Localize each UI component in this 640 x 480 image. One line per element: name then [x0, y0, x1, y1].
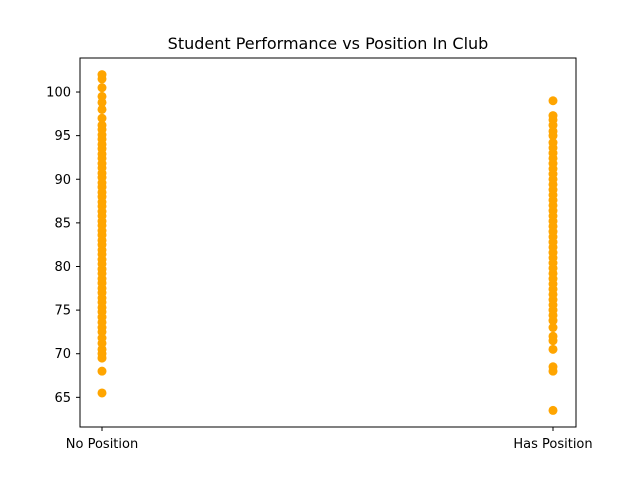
- scatter-point: [548, 323, 558, 333]
- scatter-point: [548, 405, 558, 415]
- y-tick-label: 90: [54, 173, 71, 188]
- points-layer: [97, 70, 558, 415]
- scatter-point: [548, 331, 558, 341]
- x-tick-label: No Position: [66, 437, 138, 452]
- scatter-point: [548, 96, 558, 106]
- scatter-point: [97, 91, 107, 101]
- y-tick-label: 100: [46, 86, 71, 101]
- axes-layer: 65 70 75 80 85 90 95 100 No Position Has Position: [46, 86, 592, 452]
- y-tick-label: 95: [54, 129, 71, 144]
- y-tick-label: 85: [54, 216, 71, 231]
- scatter-point: [97, 120, 107, 130]
- scatter-point: [97, 83, 107, 93]
- plot-frame: [79, 57, 577, 428]
- scatter-point: [548, 111, 558, 121]
- scatter-point: [97, 366, 107, 376]
- y-tick-label: 75: [54, 304, 71, 319]
- x-tick-label: Has Position: [513, 437, 592, 452]
- scatter-point: [97, 70, 107, 80]
- scatter-point: [97, 113, 107, 123]
- scatter-point: [548, 138, 558, 148]
- scatter-point: [97, 388, 107, 398]
- y-tick-label: 80: [54, 260, 71, 275]
- scatter-point: [548, 362, 558, 372]
- y-tick-label: 65: [54, 391, 71, 406]
- scatter-point: [548, 344, 558, 354]
- scatter-point: [97, 104, 107, 114]
- chart-title: Student Performance vs Position In Club: [168, 34, 489, 53]
- y-tick-label: 70: [54, 347, 71, 362]
